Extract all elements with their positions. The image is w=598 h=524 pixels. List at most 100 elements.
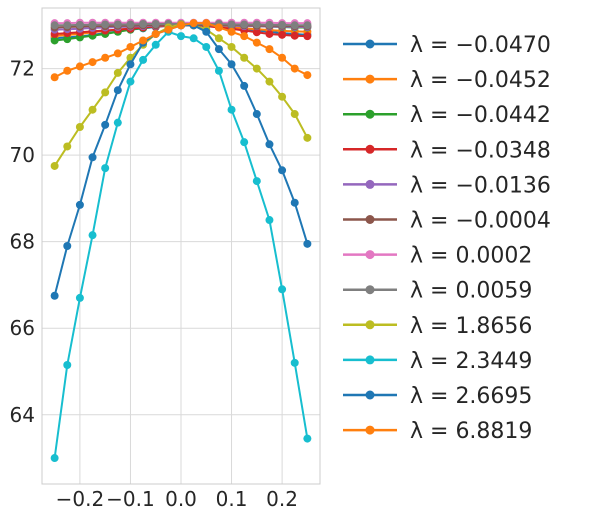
legend-item: λ = −0.0470 xyxy=(343,33,551,58)
y-tick-label: 70 xyxy=(10,143,35,167)
data-point xyxy=(113,49,122,58)
data-point xyxy=(303,239,312,248)
data-point xyxy=(50,21,59,30)
data-point xyxy=(151,20,160,29)
data-point xyxy=(252,28,261,37)
gridlines xyxy=(42,8,320,484)
data-point xyxy=(214,34,223,43)
data-point xyxy=(75,200,84,209)
data-point xyxy=(63,142,72,151)
series-layer xyxy=(50,18,312,463)
data-point xyxy=(139,55,148,64)
data-point xyxy=(75,293,84,302)
legend-item: λ = 0.0059 xyxy=(343,279,532,304)
x-tick-label: −0.1 xyxy=(106,487,155,511)
data-point xyxy=(265,77,274,86)
legend-label: λ = −0.0136 xyxy=(410,173,551,198)
data-point xyxy=(278,53,287,62)
data-point xyxy=(151,29,160,38)
legend-item: λ = 2.3449 xyxy=(343,349,532,374)
legend-item: λ = 0.0002 xyxy=(343,244,532,269)
data-point xyxy=(227,105,236,114)
data-point xyxy=(290,198,299,207)
data-point xyxy=(50,36,59,45)
data-point xyxy=(252,177,261,186)
y-tick-label: 66 xyxy=(10,316,35,340)
data-point xyxy=(113,68,122,77)
x-tick-label: 0.2 xyxy=(266,487,298,511)
data-point xyxy=(214,66,223,75)
data-point xyxy=(75,62,84,71)
data-point xyxy=(252,64,261,73)
data-point xyxy=(303,21,312,30)
data-point xyxy=(126,77,135,86)
data-point xyxy=(227,42,236,51)
x-tick-label: 0.1 xyxy=(216,487,248,511)
data-point xyxy=(126,60,135,69)
data-point xyxy=(88,153,97,162)
plot-area-frame xyxy=(41,7,321,485)
data-point xyxy=(63,66,72,75)
data-point xyxy=(177,21,185,30)
legend-label: λ = 0.0059 xyxy=(410,279,532,304)
legend-item: λ = −0.0442 xyxy=(343,103,551,128)
data-point xyxy=(214,23,223,32)
legend-item: λ = −0.0136 xyxy=(343,173,551,198)
data-point xyxy=(50,161,59,170)
legend-label: λ = −0.0452 xyxy=(410,68,551,93)
legend-label: λ = 2.6695 xyxy=(410,384,532,409)
data-point xyxy=(202,27,211,36)
data-point xyxy=(240,20,249,29)
legend-marker xyxy=(365,74,375,84)
data-point xyxy=(240,53,249,62)
x-tick-label: 0.0 xyxy=(165,487,197,511)
series-12 xyxy=(50,19,312,82)
data-point xyxy=(75,20,84,29)
data-point xyxy=(240,138,249,147)
legend-marker xyxy=(365,390,375,400)
data-point xyxy=(63,361,72,369)
data-point xyxy=(252,110,261,119)
data-point xyxy=(101,164,110,173)
data-point xyxy=(88,20,97,29)
data-point xyxy=(278,285,287,294)
data-point xyxy=(278,166,287,175)
data-point xyxy=(139,36,148,45)
data-point xyxy=(63,21,72,30)
legend-item: λ = −0.0004 xyxy=(343,209,551,234)
data-point xyxy=(101,20,110,29)
data-point xyxy=(278,20,287,29)
data-point xyxy=(50,291,59,300)
legend-label: λ = 6.8819 xyxy=(410,419,532,444)
legend-label: λ = −0.0348 xyxy=(410,138,551,163)
data-point xyxy=(303,133,312,142)
data-point xyxy=(101,120,110,129)
data-point xyxy=(252,20,261,29)
legend-marker xyxy=(365,285,375,295)
legend-marker xyxy=(365,144,375,154)
data-point xyxy=(164,25,173,34)
legend: λ = −0.0470 λ = −0.0452 λ = −0.0442 λ = −0.… xyxy=(343,33,551,444)
legend-marker xyxy=(365,109,375,119)
legend-marker xyxy=(365,179,375,189)
x-tick-label: −0.2 xyxy=(56,487,105,511)
data-point xyxy=(113,20,122,29)
data-point xyxy=(126,20,135,29)
y-tick-label: 72 xyxy=(10,57,35,81)
legend-marker xyxy=(365,355,375,365)
data-point xyxy=(50,454,59,463)
data-point xyxy=(88,105,97,114)
legend-item: λ = 2.6695 xyxy=(343,384,532,409)
data-point xyxy=(303,434,312,443)
legend-label: λ = −0.0442 xyxy=(410,103,551,128)
data-point xyxy=(227,60,236,69)
y-tick-labels: 64 66 68 70 72 xyxy=(10,57,35,427)
x-tick-labels: −0.2 −0.1 0.0 0.1 0.2 xyxy=(56,487,298,511)
data-point xyxy=(265,20,274,29)
data-point xyxy=(88,231,97,240)
data-point xyxy=(290,358,299,367)
data-point xyxy=(113,118,122,127)
data-point xyxy=(265,29,274,38)
data-point xyxy=(278,92,287,101)
legend-marker xyxy=(365,215,375,224)
